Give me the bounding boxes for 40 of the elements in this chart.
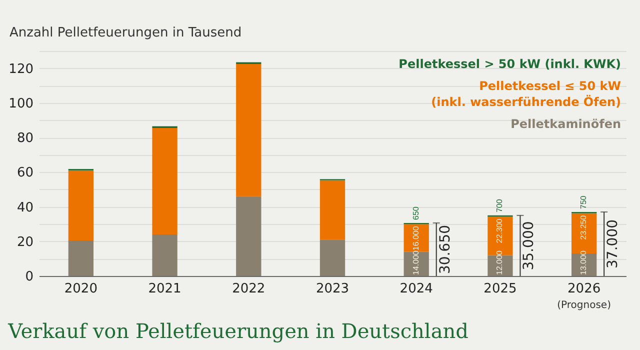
bar (152, 234, 178, 276)
bar (236, 64, 262, 196)
annotation: 16.000 (411, 226, 420, 251)
text: Verkauf von Pelletfeuerungen in Deutschland (7, 319, 469, 343)
total-label: 35.000 (521, 221, 538, 270)
x-tick-label: 2022 (232, 282, 266, 296)
y-tick-label: 0 (25, 270, 34, 284)
annotation: 13.000 (579, 250, 588, 275)
x-tick-label: 2023 (316, 282, 350, 296)
bar (68, 240, 94, 276)
y-tick-label: 40 (16, 200, 34, 216)
annotation: 750 (579, 195, 588, 209)
annotation: 22.300 (495, 218, 504, 244)
y-tick-label: 100 (8, 96, 34, 112)
text: Pelletkessel > 50 kW (inkl. KWK) (398, 57, 621, 71)
bar (320, 180, 346, 240)
annotation: 12.000 (495, 250, 504, 275)
x-tick-label: 2021 (148, 282, 182, 296)
y-tick-label: 120 (8, 62, 34, 77)
x-tick-label: 2020 (64, 282, 98, 296)
text: Pelletkessel ≤ 50 kW (inkl. wasserführende Öfen) (431, 79, 621, 109)
y-tick-label: 20 (16, 234, 34, 250)
annotation: 700 (495, 198, 504, 212)
annotation: 650 (411, 206, 420, 220)
bar (236, 196, 262, 276)
y-axis-title: Anzahl Pelletfeuerungen in Tausend (10, 26, 242, 40)
y-tick-label: 60 (16, 166, 34, 181)
text: (Prognose) (557, 300, 612, 311)
bar (68, 170, 94, 241)
y-tick-label: 80 (16, 131, 34, 146)
annotation: 23.250 (579, 214, 588, 240)
bar (152, 128, 178, 234)
x-tick-label: 2026 (568, 282, 601, 296)
annotation: 14.000 (411, 250, 420, 275)
total-label: 30.650 (437, 224, 454, 274)
text: Pelletkaminöfen (510, 117, 621, 131)
total-label: 37.000 (605, 219, 622, 268)
x-tick-label: 2024 (400, 282, 433, 296)
x-tick-label: 2025 (484, 282, 517, 296)
bar (320, 240, 346, 276)
